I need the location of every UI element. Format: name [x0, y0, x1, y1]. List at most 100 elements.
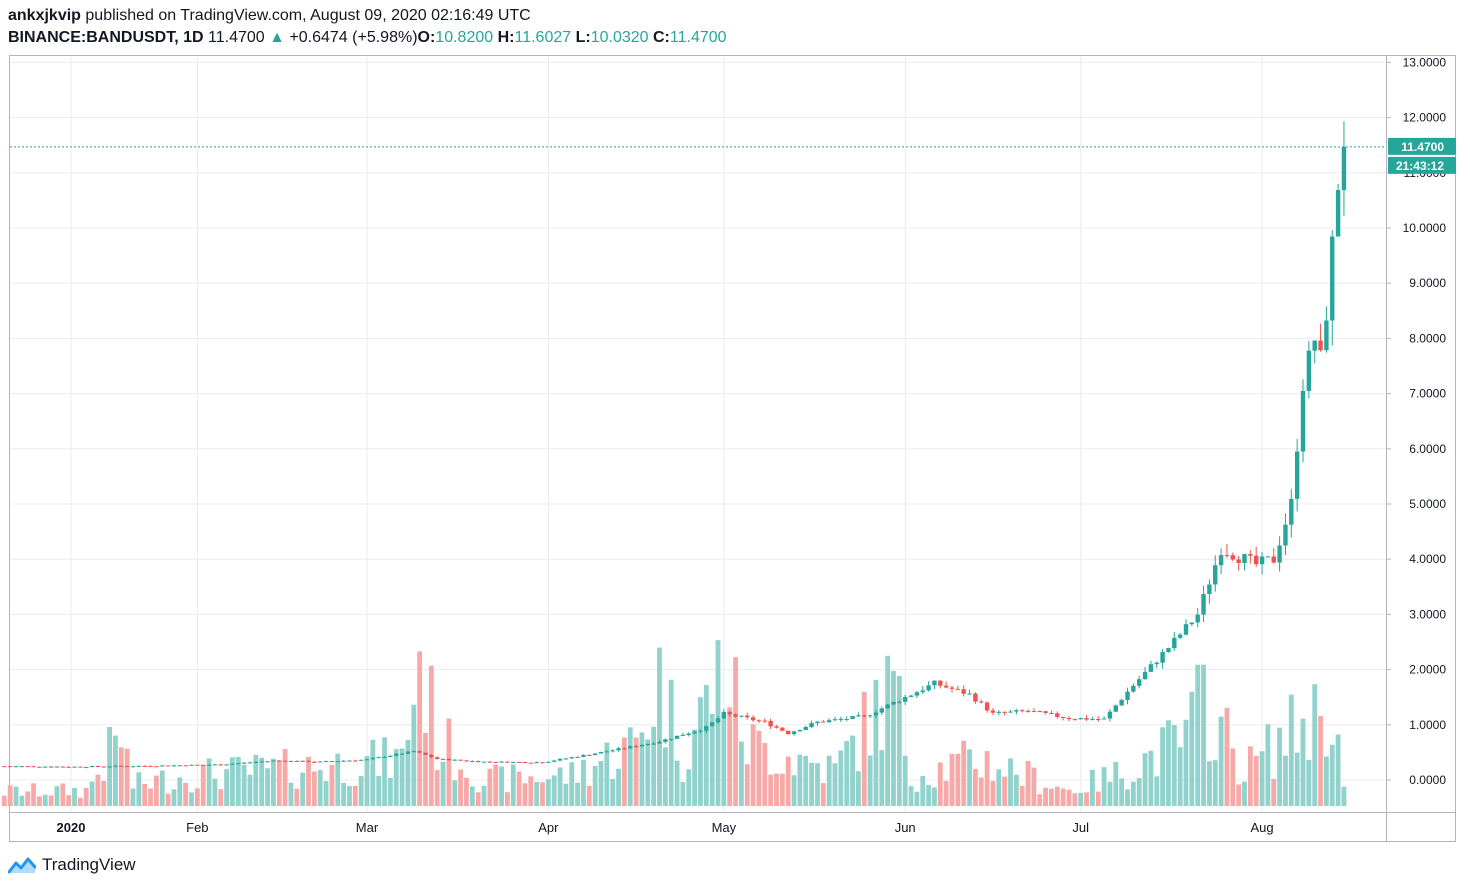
- volume-bar: [563, 783, 569, 806]
- candle-body: [1230, 555, 1235, 560]
- candle-body: [353, 760, 358, 762]
- volume-bar: [452, 780, 458, 806]
- volume-bar: [487, 768, 493, 806]
- close-value: 11.4700: [669, 29, 727, 46]
- volume-bar: [212, 778, 218, 806]
- author-name[interactable]: ankxjkvip: [8, 7, 81, 24]
- candle-body: [1160, 652, 1165, 663]
- volume-bar: [31, 783, 36, 806]
- candle-body: [382, 756, 387, 758]
- last-price-tag: 11.4700: [1388, 137, 1456, 155]
- volume-bar: [873, 679, 879, 806]
- volume-bar: [1107, 781, 1113, 806]
- candle-body: [1294, 451, 1300, 499]
- volume-bar: [920, 776, 926, 806]
- candle-body: [774, 726, 779, 728]
- candle-body: [160, 765, 165, 767]
- candle-body: [43, 766, 48, 768]
- volume-bar: [323, 781, 329, 806]
- candle-body: [224, 764, 229, 766]
- candle-body: [487, 761, 493, 763]
- volume-bar: [83, 787, 89, 806]
- volume-bar: [739, 741, 744, 806]
- candle-body: [177, 765, 182, 767]
- time-tick-label: Feb: [186, 820, 208, 835]
- volume-bar: [662, 747, 668, 806]
- high-label: H:: [497, 29, 515, 46]
- volume-bar: [815, 763, 820, 806]
- volume-bar: [189, 792, 194, 806]
- volume-bar: [797, 754, 803, 806]
- volume-bar: [300, 772, 306, 806]
- candle-body: [1213, 565, 1218, 585]
- candle-body: [686, 733, 691, 736]
- volume-bar: [832, 763, 838, 806]
- volume-bar: [996, 769, 1002, 806]
- volume-bar: [1224, 707, 1230, 806]
- volume-bar: [7, 785, 13, 806]
- footer-branding[interactable]: TradingView: [8, 853, 136, 877]
- candle-body: [581, 754, 586, 757]
- publication-line: ankxjkvip published on TradingView.com, …: [8, 6, 531, 26]
- volume-bar: [774, 773, 779, 806]
- candle-body: [879, 708, 884, 713]
- candle-body: [124, 766, 130, 768]
- volume-bar: [475, 792, 481, 806]
- candle-body: [358, 759, 364, 761]
- candle-body: [376, 757, 381, 759]
- candle-body: [938, 680, 943, 686]
- candle-body: [13, 766, 19, 768]
- volume-bar: [932, 787, 937, 806]
- volume-bar: [1043, 787, 1048, 806]
- volume-bar: [218, 789, 224, 806]
- volume-bar: [838, 750, 844, 806]
- volume-bar: [604, 742, 610, 806]
- volume-bar: [1242, 781, 1247, 806]
- candle-body: [323, 761, 329, 763]
- volume-bar: [1341, 786, 1347, 806]
- volume-bar: [1329, 744, 1335, 806]
- volume-bar: [317, 770, 323, 806]
- candle-body: [628, 746, 633, 749]
- candle-body: [897, 701, 902, 703]
- candle-body: [25, 766, 30, 768]
- volume-bar: [95, 774, 101, 806]
- volume-bar: [399, 748, 405, 806]
- candle-body: [610, 750, 615, 752]
- volume-bar: [382, 737, 387, 806]
- candle-body: [1125, 691, 1130, 700]
- candle-body: [949, 687, 955, 689]
- candle-body: [148, 765, 153, 767]
- candle-body: [66, 766, 71, 768]
- volume-bar: [545, 779, 551, 806]
- volume-bar: [1119, 778, 1125, 806]
- volume-bar: [434, 770, 440, 806]
- volume-bar: [879, 750, 885, 806]
- candle-body: [762, 720, 767, 722]
- volume-bar: [1002, 776, 1008, 806]
- volume-bar: [645, 739, 651, 806]
- candle-body: [136, 765, 142, 767]
- candle-body: [569, 757, 574, 759]
- volume-bar: [37, 796, 42, 806]
- volume-bar: [926, 785, 931, 806]
- candle-body: [616, 748, 621, 751]
- candle-body: [1324, 320, 1329, 351]
- candle-body: [622, 748, 627, 750]
- volume-bar: [510, 764, 516, 806]
- volume-bar: [586, 785, 592, 806]
- volume-bar: [1212, 760, 1218, 806]
- time-axis[interactable]: 2020 Feb Mar Apr May Jun Jul Aug: [57, 820, 1274, 835]
- volume-bar: [1183, 719, 1189, 806]
- candle-body: [288, 760, 294, 762]
- volume-bar: [622, 737, 627, 806]
- volume-bar: [1148, 750, 1154, 806]
- candle-body: [838, 719, 844, 721]
- candle-body: [1031, 711, 1037, 713]
- candle-body: [575, 756, 580, 758]
- volume-bar: [768, 774, 774, 806]
- volume-bar: [1236, 784, 1242, 806]
- price-tick-label: 10.0000: [1403, 221, 1447, 235]
- candles: [2, 121, 1347, 769]
